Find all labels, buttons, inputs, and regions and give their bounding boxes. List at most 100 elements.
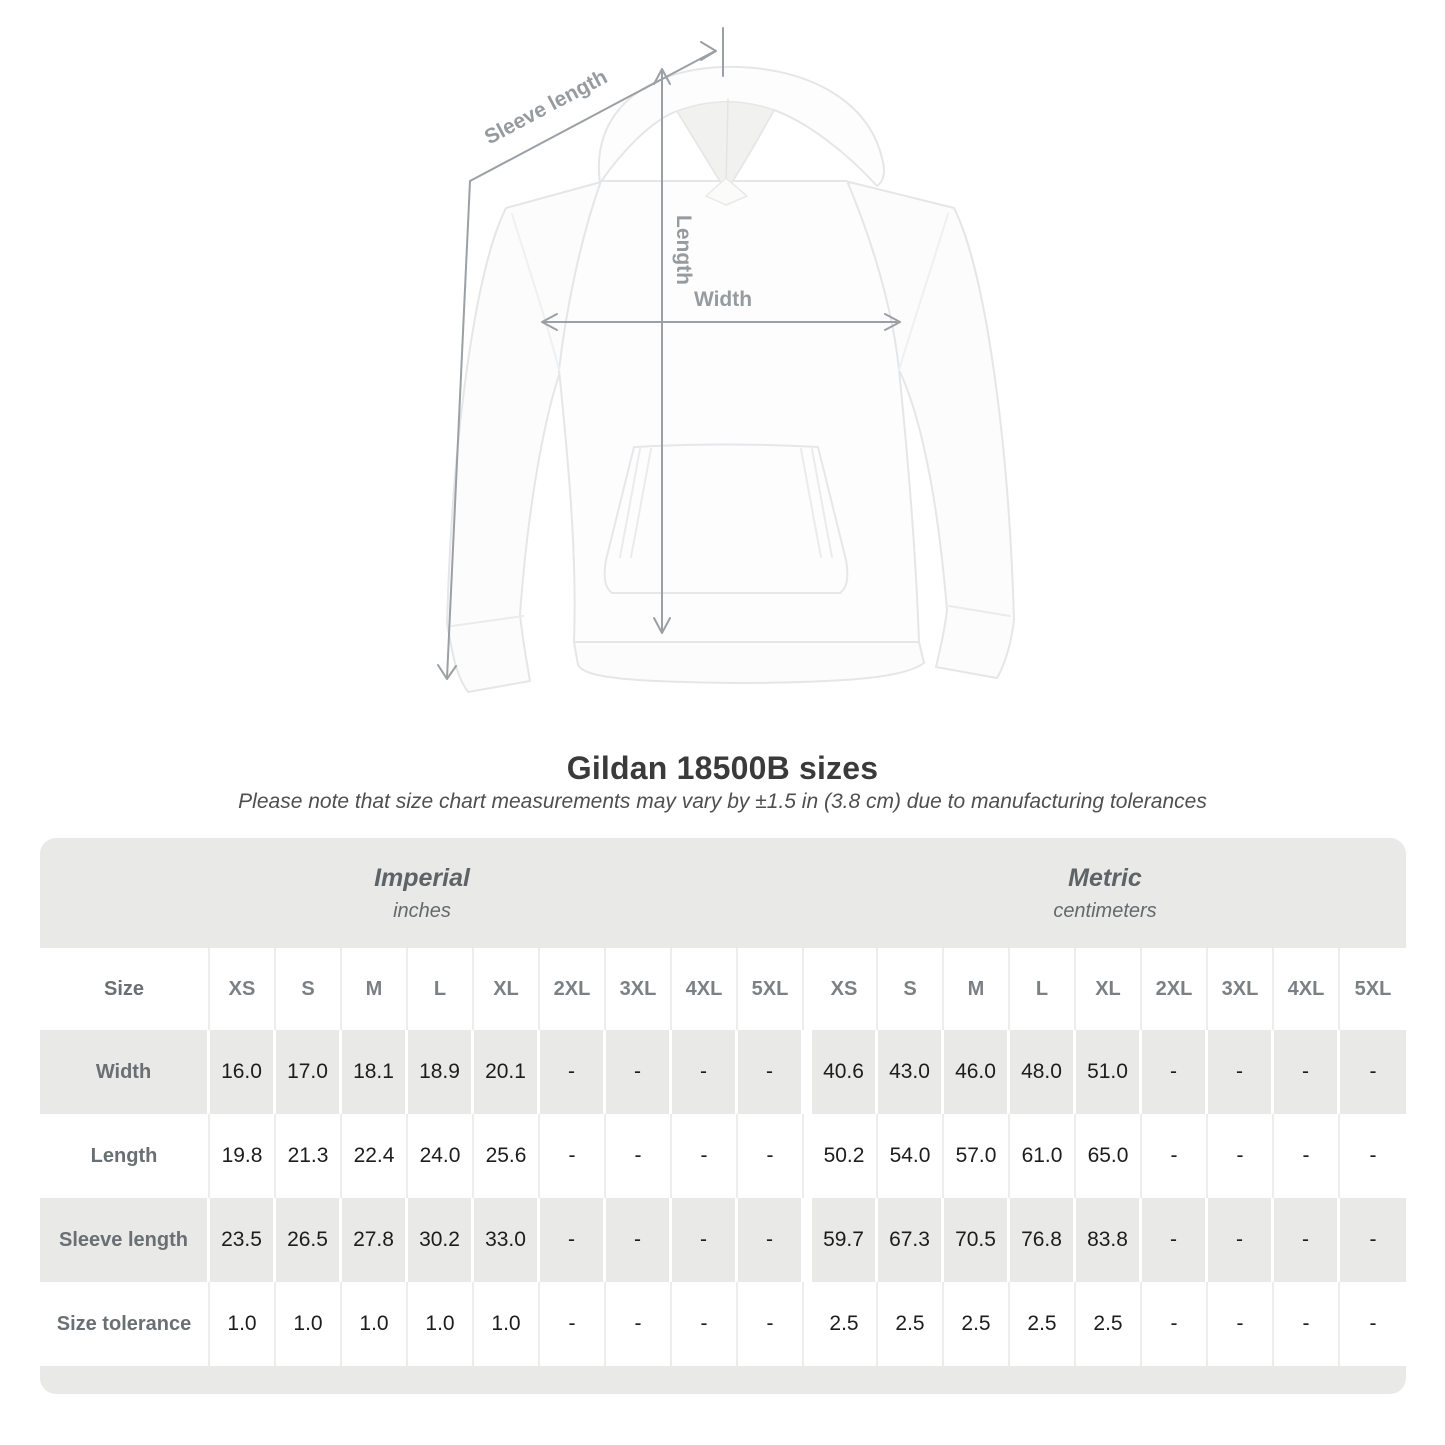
value-cell: 1.0 xyxy=(408,1282,474,1366)
value-cell: - xyxy=(1208,1114,1274,1198)
column-spacer xyxy=(804,948,812,1030)
column-spacer xyxy=(804,1030,812,1114)
value-cell: - xyxy=(1274,1030,1340,1114)
size-col-header: M xyxy=(342,948,408,1030)
value-cell: - xyxy=(1142,1114,1208,1198)
metric-unit-label: centimeters xyxy=(1053,899,1157,922)
unit-header-imperial: Imperial inches xyxy=(40,838,804,948)
size-col-header: XL xyxy=(474,948,540,1030)
length-arrow-label: Length xyxy=(672,215,695,285)
value-cell: - xyxy=(738,1030,804,1114)
value-cell: - xyxy=(1274,1198,1340,1282)
value-cell: 22.4 xyxy=(342,1114,408,1198)
width-arrow-label: Width xyxy=(694,288,752,311)
value-cell: 48.0 xyxy=(1010,1030,1076,1114)
size-col-header: XS xyxy=(210,948,276,1030)
metric-label: Metric xyxy=(1068,863,1142,892)
unit-header-metric: Metric centimeters xyxy=(804,838,1406,948)
imperial-label: Imperial xyxy=(374,863,470,892)
value-cell: - xyxy=(540,1198,606,1282)
column-spacer xyxy=(804,1282,812,1366)
size-col-header: 5XL xyxy=(1340,948,1406,1030)
value-cell: 17.0 xyxy=(276,1030,342,1114)
value-cell: - xyxy=(1208,1030,1274,1114)
value-cell: - xyxy=(738,1114,804,1198)
row-label: Width xyxy=(40,1030,210,1114)
value-cell: - xyxy=(1274,1282,1340,1366)
row-label: Sleeve length xyxy=(40,1198,210,1282)
size-col-header: 4XL xyxy=(672,948,738,1030)
size-col-header: S xyxy=(276,948,342,1030)
value-cell: - xyxy=(1142,1030,1208,1114)
hoodie-measurement-diagram: Sleeve length Length Width xyxy=(380,20,1080,720)
value-cell: 46.0 xyxy=(944,1030,1010,1114)
value-cell: 61.0 xyxy=(1010,1114,1076,1198)
value-cell: 40.6 xyxy=(812,1030,878,1114)
size-row-label: Size xyxy=(40,948,210,1030)
value-cell: 51.0 xyxy=(1076,1030,1142,1114)
hood-v-crossover xyxy=(705,177,748,206)
value-cell: 18.9 xyxy=(408,1030,474,1114)
value-cell: 2.5 xyxy=(944,1282,1010,1366)
size-col-header: L xyxy=(408,948,474,1030)
value-cell: - xyxy=(1340,1282,1406,1366)
value-cell: 25.6 xyxy=(474,1114,540,1198)
value-cell: - xyxy=(606,1114,672,1198)
size-col-header: 2XL xyxy=(540,948,606,1030)
row-label: Length xyxy=(40,1114,210,1198)
value-cell: 27.8 xyxy=(342,1198,408,1282)
hoodie-left-sleeve xyxy=(446,181,605,693)
size-col-header: M xyxy=(944,948,1010,1030)
size-col-header: 3XL xyxy=(1208,948,1274,1030)
hood-opening xyxy=(676,101,775,192)
value-cell: 24.0 xyxy=(408,1114,474,1198)
column-spacer xyxy=(804,1198,812,1282)
value-cell: 33.0 xyxy=(474,1198,540,1282)
value-cell: 70.5 xyxy=(944,1198,1010,1282)
size-col-header: XL xyxy=(1076,948,1142,1030)
value-cell: 83.8 xyxy=(1076,1198,1142,1282)
value-cell: 59.7 xyxy=(812,1198,878,1282)
imperial-unit-label: inches xyxy=(393,899,451,922)
size-col-header: 5XL xyxy=(738,948,804,1030)
table-footer-bar xyxy=(40,1366,1406,1394)
size-col-header: 4XL xyxy=(1274,948,1340,1030)
size-col-header: L xyxy=(1010,948,1076,1030)
value-cell: 54.0 xyxy=(878,1114,944,1198)
hoodie-hem-band xyxy=(573,641,925,684)
size-col-header: S xyxy=(878,948,944,1030)
value-cell: 57.0 xyxy=(944,1114,1010,1198)
value-cell: - xyxy=(1142,1282,1208,1366)
value-cell: - xyxy=(1142,1198,1208,1282)
value-cell: - xyxy=(1340,1030,1406,1114)
value-cell: - xyxy=(1208,1282,1274,1366)
size-table: Imperial inches Metric centimeters Size X… xyxy=(40,838,1406,1394)
value-cell: 23.5 xyxy=(210,1198,276,1282)
value-cell: 2.5 xyxy=(1076,1282,1142,1366)
size-col-header: 2XL xyxy=(1142,948,1208,1030)
value-cell: - xyxy=(540,1030,606,1114)
value-cell: 19.8 xyxy=(210,1114,276,1198)
size-col-header: XS xyxy=(812,948,878,1030)
value-cell: 2.5 xyxy=(1010,1282,1076,1366)
value-cell: 43.0 xyxy=(878,1030,944,1114)
value-cell: 21.3 xyxy=(276,1114,342,1198)
page-subtitle: Please note that size chart measurements… xyxy=(238,790,1207,813)
value-cell: - xyxy=(606,1198,672,1282)
value-cell: 1.0 xyxy=(210,1282,276,1366)
value-cell: 65.0 xyxy=(1076,1114,1142,1198)
value-cell: - xyxy=(606,1030,672,1114)
width-arrow xyxy=(541,313,901,331)
hoodie-diagram-svg: Sleeve length Length Width xyxy=(437,27,1015,693)
value-cell: 2.5 xyxy=(878,1282,944,1366)
hoodie-pocket xyxy=(603,443,849,594)
value-cell: 1.0 xyxy=(342,1282,408,1366)
value-cell: - xyxy=(1340,1198,1406,1282)
row-label: Size tolerance xyxy=(40,1282,210,1366)
page-title: Gildan 18500B sizes xyxy=(566,750,879,786)
value-cell: 20.1 xyxy=(474,1030,540,1114)
length-arrow xyxy=(653,68,671,634)
value-cell: - xyxy=(606,1282,672,1366)
sleeve-length-arrow xyxy=(437,41,717,680)
value-cell: 2.5 xyxy=(812,1282,878,1366)
